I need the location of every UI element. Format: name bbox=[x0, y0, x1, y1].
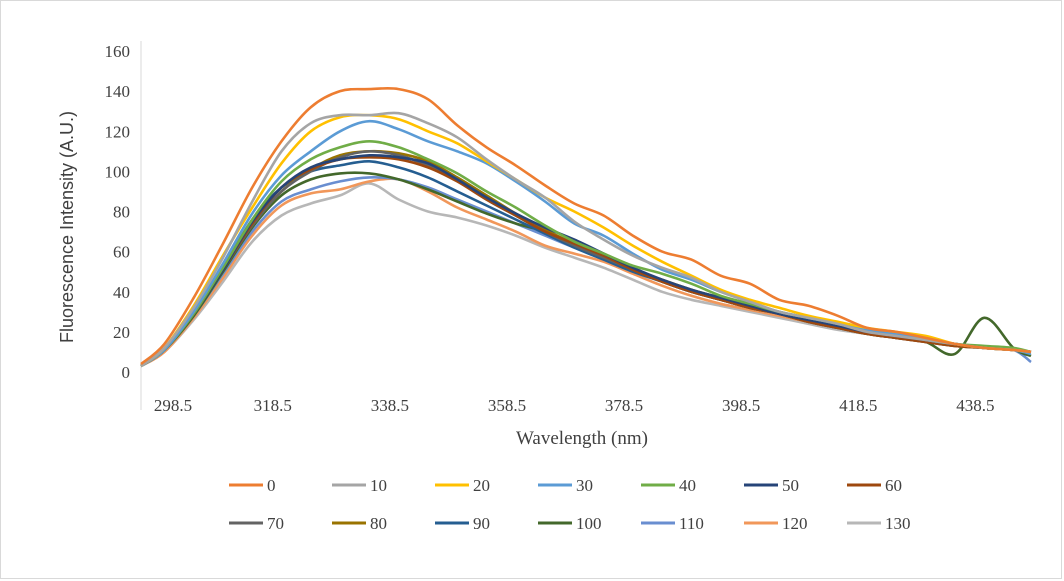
series-line-0 bbox=[140, 86, 1032, 366]
y-tick-label: 160 bbox=[105, 42, 131, 61]
series-line-30 bbox=[140, 119, 1032, 368]
series-line-10 bbox=[140, 111, 1032, 368]
x-axis-ticks: 298.5 318.5 338.5 358.5 378.5 398.5 418.5 438.5 bbox=[154, 396, 995, 415]
legend-label-60: 60 bbox=[885, 476, 902, 495]
x-tick-label: 418.5 bbox=[839, 396, 877, 415]
legend-label-110: 110 bbox=[679, 514, 704, 533]
x-tick-label: 318.5 bbox=[254, 396, 292, 415]
x-tick-label: 358.5 bbox=[488, 396, 526, 415]
legend-label-0: 0 bbox=[267, 476, 276, 495]
y-tick-label: 40 bbox=[113, 283, 130, 302]
legend-label-80: 80 bbox=[370, 514, 387, 533]
x-axis-title: Wavelength (nm) bbox=[516, 428, 648, 449]
legend-label-30: 30 bbox=[576, 476, 593, 495]
legend-label-70: 70 bbox=[267, 514, 284, 533]
y-axis-title: Fluorescence Intensity (A.U.) bbox=[57, 111, 77, 343]
legend-label-100: 100 bbox=[576, 514, 602, 533]
legend-label-90: 90 bbox=[473, 514, 490, 533]
x-tick-label: 298.5 bbox=[154, 396, 192, 415]
legend-label-40: 40 bbox=[679, 476, 696, 495]
legend-label-50: 50 bbox=[782, 476, 799, 495]
legend: 0 10 20 30 40 50 60 70 80 90 100 110 120 130 bbox=[229, 476, 911, 533]
y-tick-label: 0 bbox=[122, 363, 131, 382]
x-tick-label: 338.5 bbox=[371, 396, 409, 415]
legend-label-20: 20 bbox=[473, 476, 490, 495]
y-tick-label: 120 bbox=[105, 122, 131, 141]
legend-label-120: 120 bbox=[782, 514, 808, 533]
legend-label-10: 10 bbox=[370, 476, 387, 495]
y-tick-label: 140 bbox=[105, 82, 131, 101]
x-tick-label: 398.5 bbox=[722, 396, 760, 415]
y-axis-ticks: 0 20 40 60 80 100 120 140 160 bbox=[105, 42, 131, 382]
legend-label-130: 130 bbox=[885, 514, 911, 533]
x-tick-label: 378.5 bbox=[605, 396, 643, 415]
y-tick-label: 60 bbox=[113, 243, 130, 262]
x-tick-label: 438.5 bbox=[956, 396, 994, 415]
y-tick-label: 20 bbox=[113, 323, 130, 342]
y-tick-label: 80 bbox=[113, 203, 130, 222]
series-lines bbox=[140, 86, 1032, 368]
y-tick-label: 100 bbox=[105, 162, 131, 181]
